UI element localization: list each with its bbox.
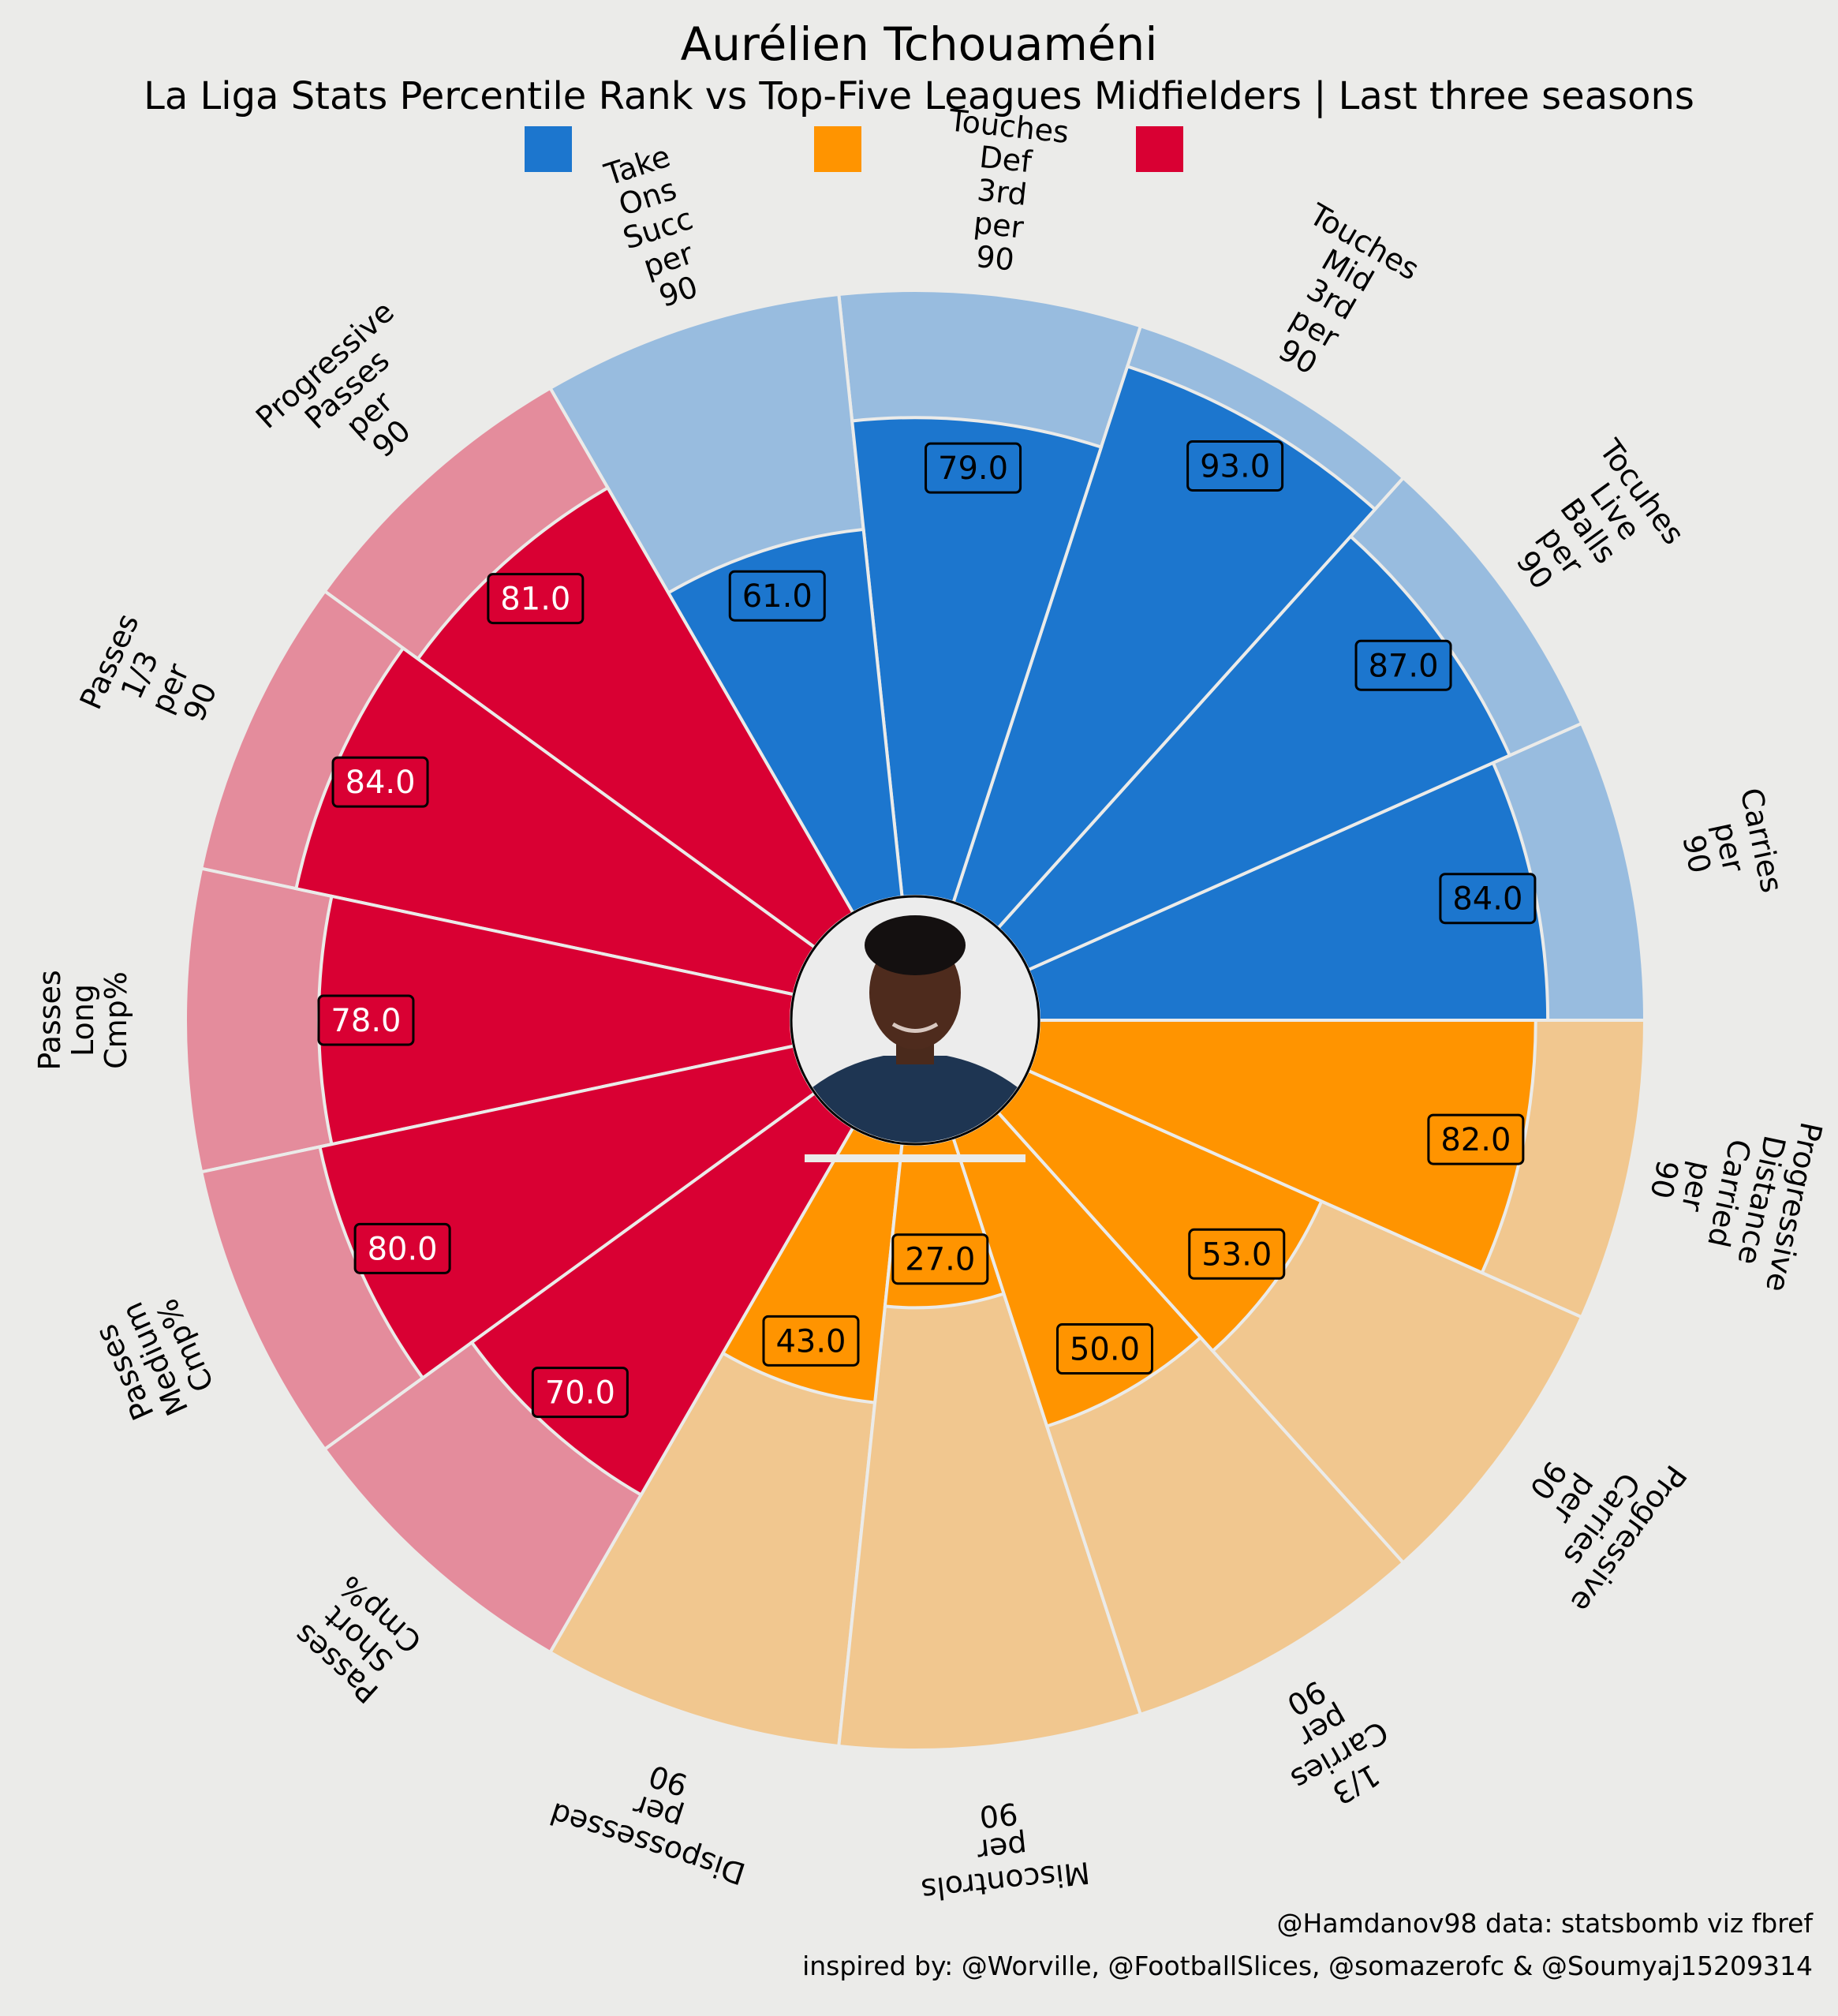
svg-text:70.0: 70.0: [545, 1375, 615, 1412]
value-label-carries-per-90: 84.0: [1439, 873, 1537, 925]
category-label-1-3-carries-per-90: 1/3Carriesper90: [1252, 1657, 1410, 1826]
chart-title: Aurélien Tchouaméni: [680, 17, 1158, 71]
category-label-touches-def-3rd-per-90: TouchesDef3rdper90: [932, 103, 1070, 282]
player-photo: [790, 895, 1040, 1162]
svg-text:80.0: 80.0: [368, 1231, 438, 1267]
svg-text:82.0: 82.0: [1440, 1122, 1511, 1158]
value-label-passes-medium-cmp: 80.0: [353, 1222, 451, 1274]
svg-text:84.0: 84.0: [1452, 881, 1522, 918]
value-label-passes-short-cmp: 70.0: [531, 1367, 629, 1419]
category-label-progressive-distance-carried-per-90: ProgressiveDistanceCarriedper90: [1630, 1091, 1829, 1295]
value-label-touches-mid-3rd-per-90: 93.0: [1186, 439, 1284, 492]
svg-text:84.0: 84.0: [346, 765, 416, 801]
category-label-miscontrols-per-90: Miscontrolsper90: [913, 1789, 1092, 1907]
value-label-passes-long-cmp: 78.0: [317, 994, 415, 1046]
value-label-miscontrols-per-90: 27.0: [891, 1233, 989, 1285]
chart-subtitle: La Liga Stats Percentile Rank vs Top-Fiv…: [144, 74, 1694, 118]
credit-line-2: inspired by: @Worville, @FootballSlices,…: [802, 1951, 1813, 1981]
category-label-carries-per-90: Carriesper90: [1668, 785, 1789, 910]
value-label-progressive-passes-per-90: 81.0: [487, 573, 585, 625]
svg-text:87.0: 87.0: [1368, 648, 1438, 684]
svg-text:53.0: 53.0: [1201, 1236, 1272, 1273]
category-label-tocuhes-live-balls-per-90: TocuhesLiveBallsper90: [1485, 432, 1691, 629]
category-label-passes-1-3-per-90: Passes1/3per90: [73, 608, 237, 754]
svg-text:61.0: 61.0: [742, 578, 813, 615]
category-label-touches-mid-3rd-per-90: TouchesMid3rdper90: [1237, 196, 1425, 402]
value-label-touches-def-3rd-per-90: 79.0: [925, 442, 1022, 494]
value-label-take-ons-succ-per-90: 61.0: [728, 570, 826, 622]
credit-line-1: @Hamdanov98 data: statsbomb viz fbref: [1276, 1908, 1813, 1939]
value-label-1-3-carries-per-90: 50.0: [1056, 1323, 1153, 1375]
category-label-passes-long-cmp: PassesLongCmp%: [32, 970, 133, 1070]
svg-text:81.0: 81.0: [500, 582, 570, 618]
svg-text:27.0: 27.0: [905, 1242, 975, 1278]
svg-text:78.0: 78.0: [331, 1003, 401, 1039]
value-label-passes-1-3-per-90: 84.0: [331, 756, 429, 808]
value-label-progressive-distance-carried-per-90: 82.0: [1427, 1113, 1525, 1165]
legend-swatch-blue: [525, 126, 572, 172]
svg-text:79.0: 79.0: [938, 451, 1008, 487]
svg-text:93.0: 93.0: [1200, 448, 1270, 484]
category-label-passes-short-cmp: PassesShortCmp%: [287, 1568, 429, 1710]
legend-swatch-orange: [814, 126, 861, 172]
svg-text:50.0: 50.0: [1070, 1332, 1140, 1368]
category-label-dispossessed-per-90: Dispossessedper90: [546, 1733, 770, 1891]
category-label-passes-medium-cmp: PassesMediumCmp%: [84, 1284, 226, 1434]
svg-text:43.0: 43.0: [775, 1323, 846, 1360]
value-label-dispossessed-per-90: 43.0: [762, 1315, 860, 1367]
value-label-tocuhes-live-balls-per-90: 87.0: [1354, 639, 1452, 691]
value-label-progressive-carries-per-90: 53.0: [1188, 1228, 1286, 1280]
legend-swatch-red: [1136, 126, 1183, 172]
category-label-take-ons-succ-per-90: TakeOnsSuccper90: [598, 138, 717, 319]
